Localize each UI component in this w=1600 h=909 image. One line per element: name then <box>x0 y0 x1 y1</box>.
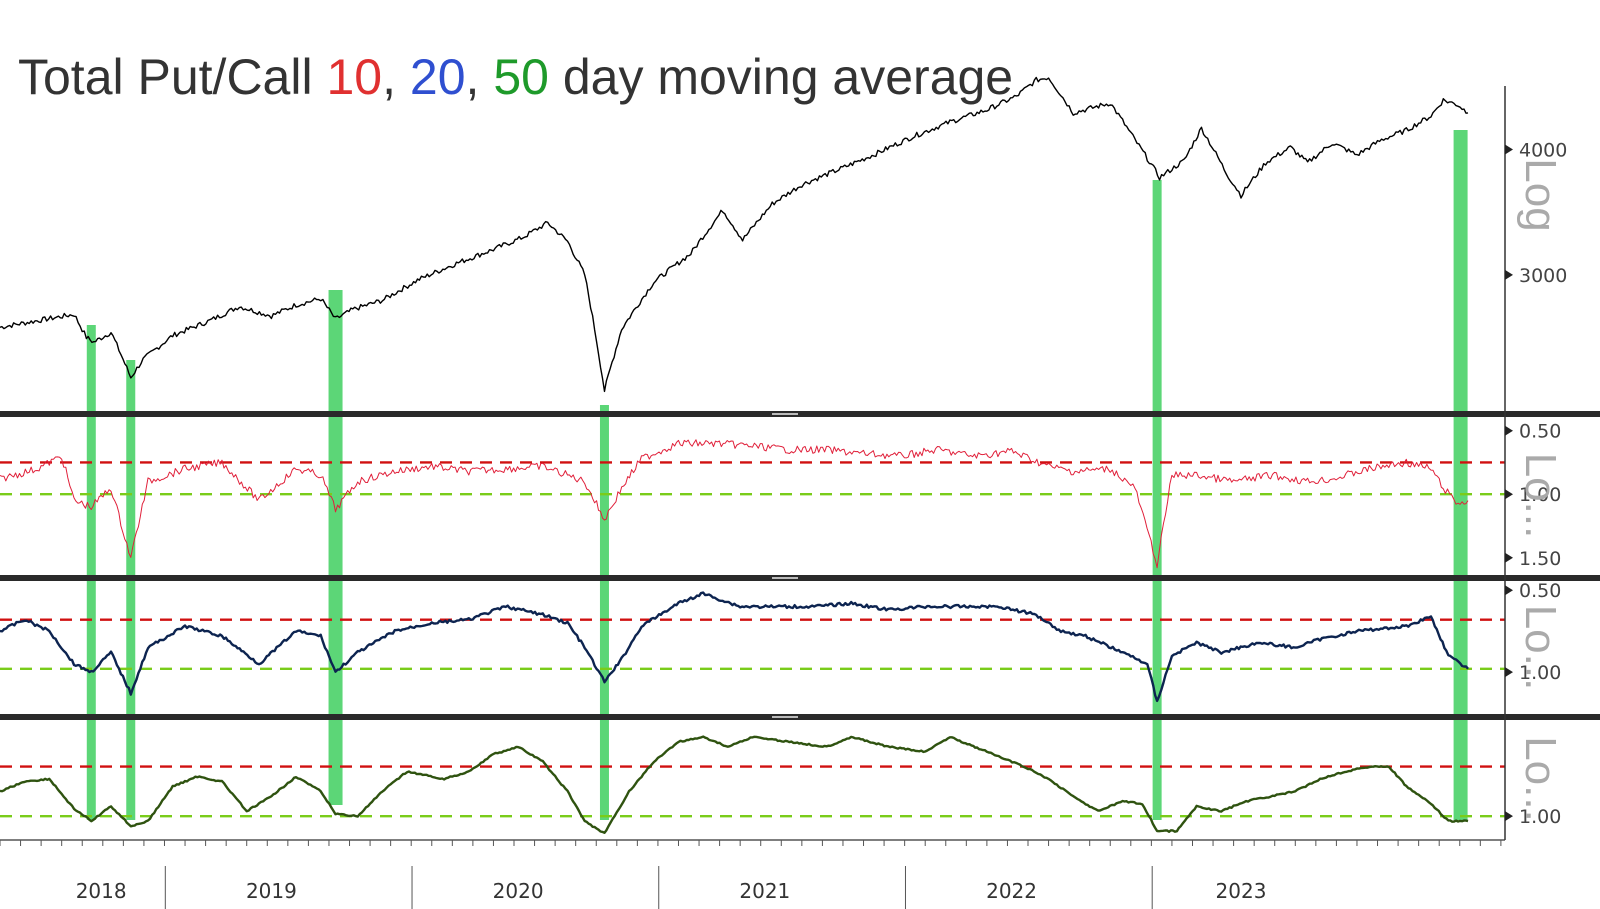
scale-label: Lo... <box>1516 453 1565 539</box>
highlight-band <box>126 360 136 820</box>
x-year-label: 2021 <box>739 879 790 903</box>
scale-label: Lo... <box>1516 605 1565 691</box>
y-tick-label: 4000 <box>1519 139 1567 161</box>
y-tick-label: 3000 <box>1519 265 1567 287</box>
y-tick-mark <box>1505 269 1513 280</box>
y-tick-label: 1.00 <box>1519 484 1561 506</box>
x-year-label: 2018 <box>76 879 127 903</box>
highlight-band <box>1152 180 1162 820</box>
title-n10: 10 <box>326 49 383 105</box>
y-tick-label: 0.50 <box>1519 580 1561 602</box>
title-n50: 50 <box>493 49 549 105</box>
x-year-label: 2020 <box>493 879 544 903</box>
y-axes: 30004000Log0.501.001.50Lo...0.501.00Lo..… <box>1504 86 1567 840</box>
x-axis: 2018 2019 2020 2021 2022 2023 <box>0 839 1505 909</box>
title-prefix: Total Put/Call <box>18 49 327 105</box>
panel-grip <box>772 413 798 415</box>
y-tick-mark <box>1505 144 1513 155</box>
highlight-band <box>599 405 609 820</box>
panel-separator <box>0 714 1600 720</box>
title-n20: 20 <box>409 49 466 105</box>
reference-lines <box>0 461 1505 818</box>
panel-separator <box>0 575 1600 581</box>
y-tick-label: 1.00 <box>1519 806 1561 828</box>
highlight-band <box>86 325 96 820</box>
y-tick-label: 1.00 <box>1519 662 1561 684</box>
y-tick-label: 1.50 <box>1519 548 1561 570</box>
panel-separators <box>0 411 1600 720</box>
title-sep1: , <box>382 49 410 105</box>
series-20-day <box>0 591 1469 703</box>
series-price <box>0 76 1469 393</box>
panel-separator <box>0 411 1600 417</box>
scale-label: Lo... <box>1516 736 1565 822</box>
x-year-label: 2019 <box>246 879 297 903</box>
title-sep2: , <box>465 49 494 105</box>
scale-label: Log <box>1516 158 1565 231</box>
chart-title: Total Put/Call 10, 20, 50 day moving ave… <box>18 48 1013 106</box>
highlight-band <box>328 290 343 805</box>
y-tick-label: 0.50 <box>1519 421 1561 443</box>
x-year-label: 2023 <box>1216 879 1267 903</box>
series-10-day <box>0 439 1469 569</box>
panel-grip <box>772 577 798 579</box>
y-tick-mark <box>1505 489 1513 500</box>
series-50-day <box>0 735 1469 834</box>
highlight-bands <box>86 130 1468 820</box>
panel-grip <box>772 716 798 718</box>
y-tick-mark <box>1505 811 1513 822</box>
highlight-band <box>1453 130 1468 820</box>
title-suffix: day moving average <box>548 49 1014 105</box>
y-tick-mark <box>1505 552 1513 563</box>
y-tick-mark <box>1505 667 1513 678</box>
y-tick-mark <box>1505 585 1513 596</box>
y-tick-mark <box>1505 425 1513 436</box>
x-year-label: 2022 <box>986 879 1037 903</box>
series-lines <box>0 76 1469 834</box>
